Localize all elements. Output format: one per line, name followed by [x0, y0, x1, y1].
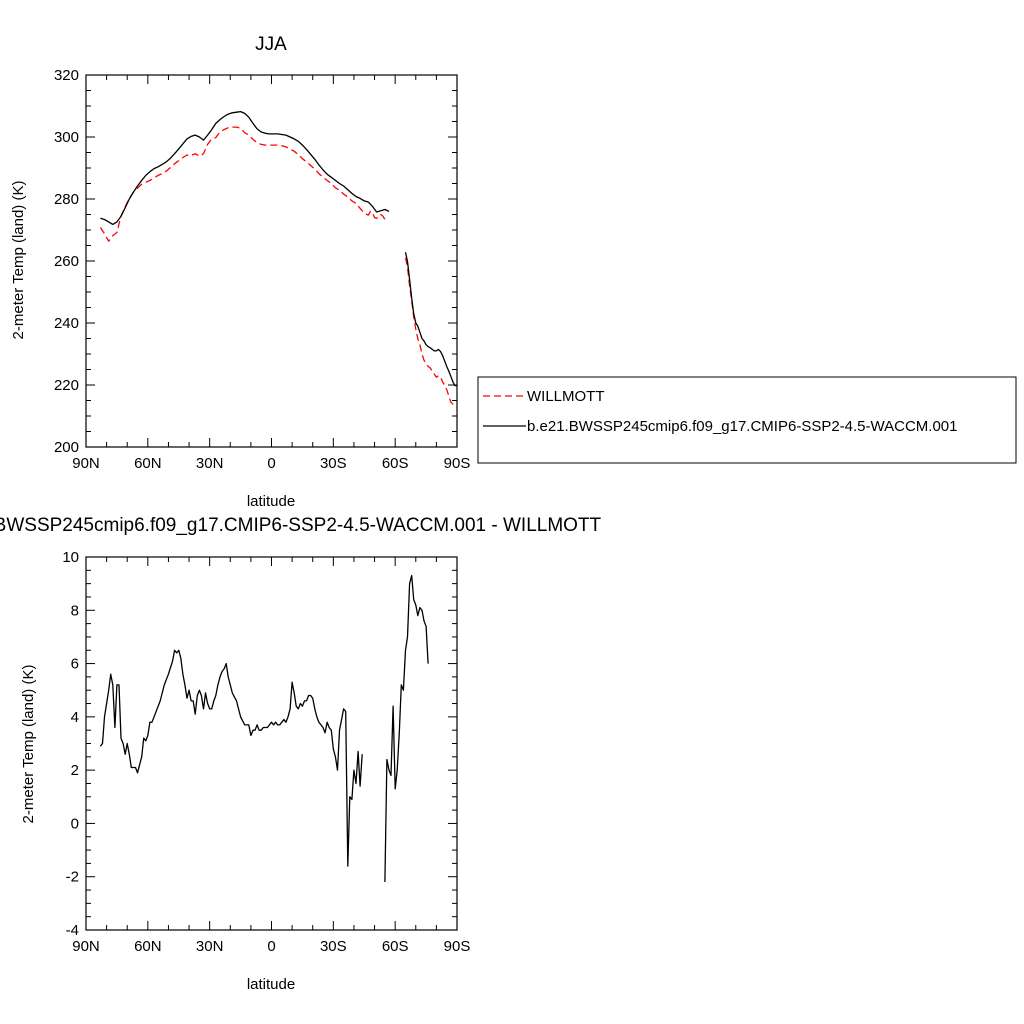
bottom-y-axis-label: 2-meter Temp (land) (K) [20, 665, 37, 824]
top-y-axis-label: 2-meter Temp (land) (K) [10, 181, 27, 340]
top-panel: JJA latitude 2-meter Temp (land) (K) 90N… [10, 34, 470, 510]
bottom-axes: 90N 60N 30N 0 30S 60S 90S -4 -2 0 2 4 6 8 10 [62, 549, 470, 955]
y-tick-label: 220 [54, 377, 79, 394]
bottom-chart-title: b.e21.BWSSP245cmip6.f09_g17.CMIP6-SSP2-4… [0, 515, 602, 536]
y-tick-label: 240 [54, 315, 79, 332]
series-line-0-segment-1 [404, 257, 456, 405]
x-tick-label: 30N [196, 455, 224, 472]
top-axes: 90N 60N 30N 0 30S 60S 90S 200 220 240 260 280 300 320 [54, 67, 470, 472]
top-x-axis-label: latitude [247, 493, 295, 510]
legend-model-label: b.e21.BWSSP245cmip6.f09_g17.CMIP6-SSP2-4… [527, 418, 957, 435]
y-tick-label: 8 [71, 602, 79, 619]
x-tick-label: 0 [267, 455, 275, 472]
top-chart-title: JJA [255, 34, 287, 55]
x-tick-label: 90N [72, 938, 100, 955]
legend: WILLMOTT b.e21.BWSSP245cmip6.f09_g17.CMI… [477, 376, 1017, 464]
legend-box [477, 376, 1017, 464]
x-tick-label: 60S [382, 938, 409, 955]
y-tick-label: 320 [54, 67, 79, 84]
series-line-0-segment-1 [384, 574, 429, 883]
y-tick-label: 0 [71, 815, 79, 832]
top-plot-area [99, 110, 457, 405]
y-tick-label: 6 [71, 656, 79, 673]
series-line-1-segment-0 [100, 110, 390, 226]
x-tick-label: 60N [134, 455, 162, 472]
x-tick-label: 30S [320, 455, 347, 472]
plot-frame [85, 556, 458, 931]
y-tick-label: 280 [54, 191, 79, 208]
y-tick-label: 300 [54, 129, 79, 146]
bottom-panel: b.e21.BWSSP245cmip6.f09_g17.CMIP6-SSP2-4… [0, 515, 602, 993]
y-tick-label: 2 [71, 762, 79, 779]
x-tick-label: 30N [196, 938, 224, 955]
y-tick-label: -4 [66, 922, 79, 939]
y-tick-label: 260 [54, 253, 79, 270]
y-tick-label: 4 [71, 709, 79, 726]
y-tick-label: 10 [62, 549, 79, 566]
series-line-0-segment-0 [99, 649, 363, 867]
x-tick-label: 0 [267, 938, 275, 955]
bottom-plot-area [99, 574, 429, 883]
x-tick-label: 60S [382, 455, 409, 472]
x-tick-label: 60N [134, 938, 162, 955]
x-tick-label: 90N [72, 455, 100, 472]
y-tick-label: -2 [66, 869, 79, 886]
plot-frame [85, 74, 458, 448]
series-line-0-segment-0 [99, 126, 386, 242]
x-tick-label: 90S [444, 455, 471, 472]
x-tick-label: 90S [444, 938, 471, 955]
legend-willmott-label: WILLMOTT [527, 388, 605, 405]
series-line-1-segment-1 [404, 252, 457, 387]
bottom-x-axis-label: latitude [247, 976, 295, 993]
x-tick-label: 30S [320, 938, 347, 955]
y-tick-label: 200 [54, 439, 79, 456]
